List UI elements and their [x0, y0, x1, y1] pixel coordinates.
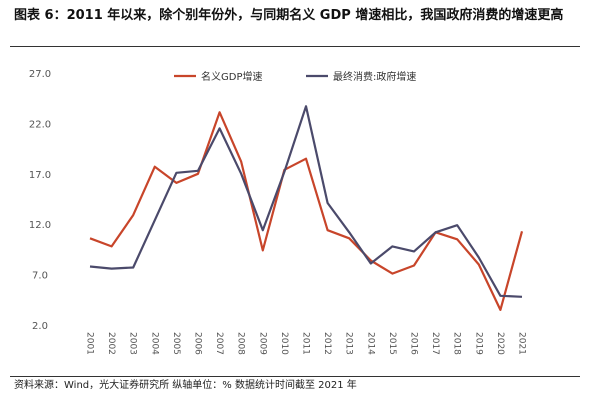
- x-tick-label: 2015: [387, 332, 397, 355]
- y-tick-label: 7.0: [32, 271, 48, 282]
- y-tick-label: 22.0: [29, 119, 51, 130]
- chart-title: 图表 6：2011 年以来，除个别年份外，与同期名义 GDP 增速相比，我国政府…: [14, 8, 564, 23]
- y-tick-label: 17.0: [29, 170, 51, 181]
- y-tick-label: 12.0: [29, 220, 51, 231]
- title-divider: [10, 46, 580, 47]
- series-line-2: [89, 105, 523, 298]
- x-tick-label: 2016: [409, 332, 419, 355]
- legend-label-2: 最终消费:政府增速: [333, 70, 416, 83]
- series-lines: [89, 105, 524, 311]
- legend: 名义GDP增速 最终消费:政府增速: [174, 70, 416, 83]
- x-tick-label: 2019: [473, 332, 483, 355]
- x-tick-label: 2010: [279, 332, 289, 355]
- x-tick-label: 2002: [106, 332, 116, 355]
- x-tick-label: 2012: [322, 332, 332, 355]
- source-note: 资料来源：Wind，光大证券研究所 纵轴单位：% 数据统计时间截至 2021 年: [14, 380, 357, 391]
- y-tick-label: 2.0: [32, 321, 48, 332]
- x-tick-label: 2013: [344, 332, 354, 355]
- x-tick-label: 2011: [301, 332, 311, 355]
- x-tick-label: 2004: [149, 332, 159, 355]
- x-tick-label: 2007: [214, 332, 224, 355]
- x-tick-label: 2001: [85, 332, 95, 355]
- footer-divider: [10, 376, 580, 377]
- x-tick-label: 2005: [171, 332, 181, 355]
- x-tick-label: 2014: [365, 332, 375, 355]
- x-tick-label: 2008: [236, 332, 246, 355]
- x-tick-label: 2017: [430, 332, 440, 355]
- x-tick-label: 2003: [128, 332, 138, 355]
- series-line-1: [89, 111, 524, 311]
- y-axis: 2.0 7.0 12.0 17.0 22.0 27.0: [29, 69, 51, 332]
- x-tick-label: 2020: [495, 332, 505, 355]
- x-tick-label: 2009: [257, 332, 267, 355]
- x-tick-label: 2006: [193, 332, 203, 355]
- x-tick-label: 2018: [452, 332, 462, 355]
- x-tick-label: 2021: [517, 332, 527, 355]
- y-tick-label: 27.0: [29, 69, 51, 80]
- legend-label-1: 名义GDP增速: [201, 70, 262, 83]
- x-axis: 2001 2002 2003 2004 2005 2006 2007 2008 2009 2010…: [85, 332, 527, 355]
